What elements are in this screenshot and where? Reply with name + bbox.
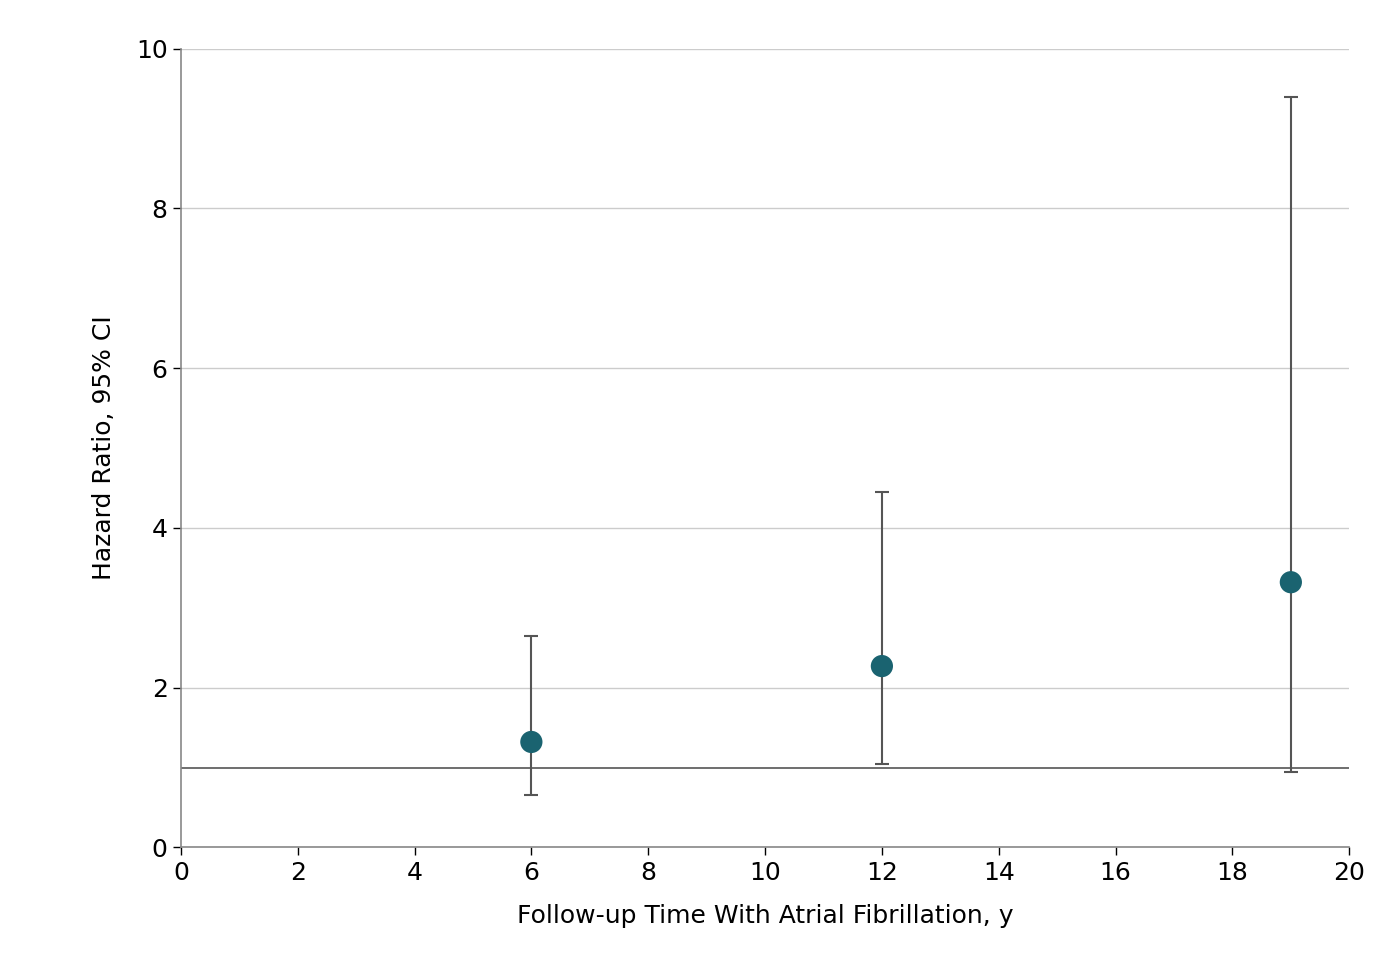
Point: [520, 734, 542, 750]
Y-axis label: Hazard Ratio, 95% CI: Hazard Ratio, 95% CI: [92, 316, 117, 581]
X-axis label: Follow-up Time With Atrial Fibrillation, y: Follow-up Time With Atrial Fibrillation,…: [517, 904, 1013, 928]
Point: [871, 658, 893, 674]
Point: [1280, 575, 1302, 590]
